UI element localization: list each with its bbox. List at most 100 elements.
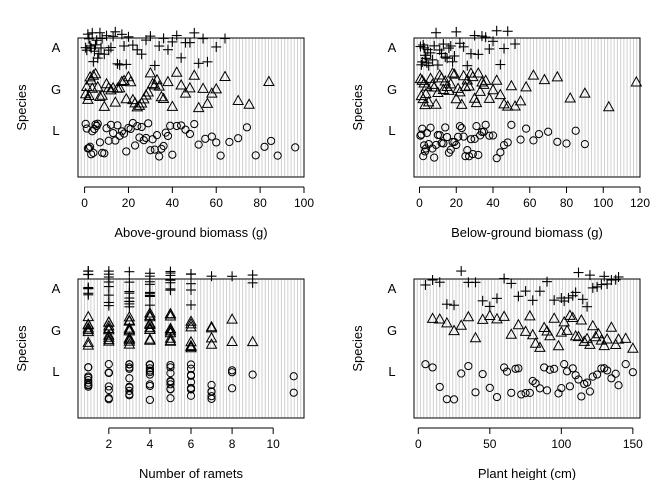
point-plus bbox=[112, 58, 123, 69]
series-A bbox=[80, 26, 231, 71]
x-tick-label: 8 bbox=[229, 437, 236, 451]
x-tick-label: 60 bbox=[523, 196, 537, 210]
point-circle bbox=[260, 142, 269, 151]
y-category-label: L bbox=[388, 123, 395, 138]
point-triangle bbox=[226, 335, 238, 346]
point-circle bbox=[531, 379, 540, 388]
point-circle bbox=[291, 143, 300, 152]
point-plus bbox=[602, 278, 613, 289]
point-triangle bbox=[569, 329, 582, 341]
point-plus bbox=[108, 31, 119, 42]
point-circle bbox=[592, 370, 602, 379]
point-triangle bbox=[96, 89, 108, 100]
point-circle bbox=[496, 148, 505, 157]
point-circle bbox=[542, 386, 552, 395]
point-triangle bbox=[82, 93, 94, 104]
point-plus bbox=[85, 40, 96, 51]
point-circle bbox=[565, 382, 575, 391]
x-tick-label: 120 bbox=[630, 196, 650, 210]
point-triangle bbox=[483, 309, 496, 321]
point-triangle bbox=[113, 81, 126, 93]
point-circle bbox=[145, 364, 155, 373]
point-plus bbox=[176, 52, 187, 63]
x-tick-label: 40 bbox=[166, 196, 180, 210]
point-plus bbox=[103, 45, 114, 56]
point-circle bbox=[582, 378, 592, 387]
point-circle bbox=[155, 152, 164, 161]
point-circle bbox=[417, 130, 426, 139]
point-circle bbox=[560, 360, 569, 369]
point-triangle bbox=[498, 310, 510, 321]
panel-4: A G L Species 0 50 100 150 Plant height (cm) bbox=[350, 266, 643, 480]
point-triangle bbox=[197, 82, 209, 93]
point-plus bbox=[442, 53, 453, 64]
point-plus bbox=[527, 295, 538, 306]
point-triangle bbox=[144, 333, 156, 344]
point-plus bbox=[432, 60, 443, 71]
point-triangle bbox=[123, 331, 136, 343]
point-circle bbox=[426, 123, 435, 132]
point-plus bbox=[549, 295, 560, 306]
x-tick-label: 40 bbox=[486, 196, 500, 210]
point-circle bbox=[442, 132, 452, 142]
point-triangle bbox=[455, 319, 468, 330]
point-plus bbox=[121, 59, 132, 70]
point-circle bbox=[441, 123, 450, 132]
point-circle bbox=[568, 364, 577, 373]
point-triangle bbox=[205, 331, 218, 343]
series-G bbox=[82, 306, 259, 353]
x-axis-title: Below-ground biomass (g) bbox=[451, 225, 603, 240]
point-triangle bbox=[164, 335, 177, 346]
point-plus bbox=[441, 299, 452, 310]
point-triangle bbox=[98, 100, 111, 111]
point-circle bbox=[492, 154, 501, 163]
point-circle bbox=[87, 150, 96, 159]
point-plus bbox=[158, 33, 169, 44]
point-circle bbox=[135, 133, 144, 142]
point-circle bbox=[603, 366, 612, 375]
point-triangle bbox=[441, 316, 453, 328]
point-triangle bbox=[612, 333, 625, 344]
point-triangle bbox=[462, 310, 475, 322]
point-plus bbox=[563, 292, 574, 303]
point-triangle bbox=[430, 98, 442, 109]
point-plus bbox=[127, 40, 138, 51]
point-triangle bbox=[455, 98, 468, 109]
point-plus bbox=[97, 33, 108, 44]
point-circle bbox=[455, 122, 465, 131]
point-plus bbox=[499, 43, 510, 54]
point-circle bbox=[186, 391, 196, 400]
y-category-label: G bbox=[387, 323, 397, 338]
point-circle bbox=[186, 371, 196, 380]
point-triangle bbox=[226, 313, 238, 324]
point-circle bbox=[157, 144, 166, 153]
point-circle bbox=[452, 140, 461, 150]
point-triangle bbox=[144, 317, 156, 328]
point-plus bbox=[423, 60, 434, 71]
point-circle bbox=[430, 153, 439, 162]
point-triangle bbox=[164, 309, 177, 321]
point-triangle bbox=[552, 339, 565, 351]
point-circle bbox=[457, 123, 466, 133]
point-circle bbox=[449, 395, 459, 404]
point-triangle bbox=[529, 337, 542, 348]
x-tick-label: 6 bbox=[188, 437, 195, 451]
point-circle bbox=[104, 368, 113, 377]
point-plus bbox=[462, 60, 473, 71]
y-category-label: A bbox=[52, 40, 61, 55]
point-circle bbox=[571, 126, 580, 135]
point-triangle bbox=[548, 312, 561, 323]
point-triangle bbox=[558, 315, 571, 327]
y-category-label: L bbox=[388, 364, 395, 379]
point-circle bbox=[435, 130, 444, 140]
point-triangle bbox=[84, 70, 96, 82]
y-axis-title: Species bbox=[14, 84, 29, 131]
point-plus bbox=[599, 271, 610, 282]
point-triangle bbox=[185, 320, 197, 332]
point-circle bbox=[207, 392, 216, 401]
point-plus bbox=[473, 49, 484, 60]
y-category-label: L bbox=[52, 364, 59, 379]
point-triangle bbox=[526, 328, 539, 340]
panel-grid bbox=[77, 38, 305, 177]
point-circle bbox=[464, 361, 473, 371]
